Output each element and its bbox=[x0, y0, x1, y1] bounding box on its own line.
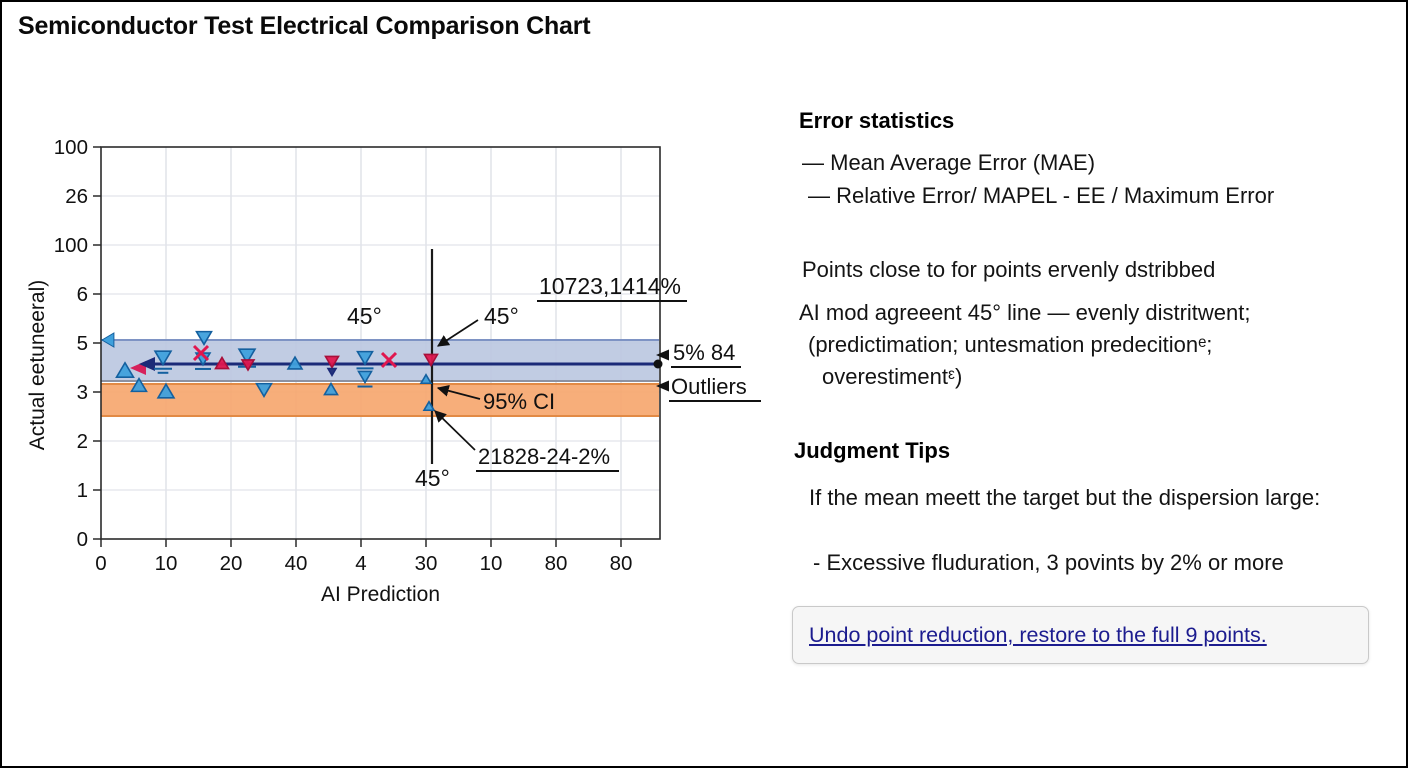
annotation-arrow bbox=[436, 384, 481, 400]
scatter-marker-tri-up bbox=[130, 377, 148, 393]
x-tick-label: 10 bbox=[480, 552, 503, 575]
undo-point-reduction-button[interactable]: Undo point reduction, restore to the ful… bbox=[792, 606, 1369, 664]
error-statistics-heading: Error statistics bbox=[799, 108, 955, 133]
scatter-marker-tri-down bbox=[356, 350, 374, 366]
comparison-chart: 100 26 100 6 5 3 2 1 0 0 10 20 40 4 30 10 80 80 AI Predict… bbox=[2, 2, 772, 766]
page-title: Semiconductor Test Electrical Comparison… bbox=[18, 12, 591, 40]
x-tick-label: 80 bbox=[610, 552, 633, 575]
y-tick-label: 100 bbox=[54, 136, 88, 159]
edge-arrow bbox=[656, 349, 669, 361]
annotation-arrow bbox=[434, 410, 476, 451]
scatter-marker-tri-down bbox=[255, 382, 273, 398]
scatter-marker-tri-down bbox=[326, 367, 338, 377]
scatter-marker-tri-down bbox=[195, 330, 213, 346]
ci-band-orange bbox=[101, 384, 659, 416]
scatter-marker-tri-up bbox=[286, 355, 304, 370]
annotation-label: 5% 84 bbox=[673, 340, 735, 365]
error-statistics-item: — Mean Average Error (MAE) bbox=[802, 150, 1096, 175]
scatter-marker-tri-down bbox=[237, 348, 257, 365]
y-tick-label: 26 bbox=[65, 185, 88, 208]
mean-line-end-dot bbox=[653, 359, 663, 369]
y-tick-label: 3 bbox=[77, 381, 88, 404]
scatter-marker-x bbox=[192, 344, 210, 362]
scatter-marker-tri-up bbox=[422, 400, 436, 412]
right-panel: Error statistics — Mean Average Error (M… bbox=[792, 2, 1392, 766]
x-axis-title: AI Prediction bbox=[321, 583, 440, 606]
scatter-marker-tri-down bbox=[324, 355, 340, 370]
y-tick-label: 6 bbox=[77, 283, 88, 306]
judgment-tips-heading: Judgment Tips bbox=[794, 438, 951, 463]
notes-line: AI mod agreeent 45° line — evenly distri… bbox=[799, 300, 1251, 325]
annotation-label: 10723,1414% bbox=[539, 273, 681, 299]
scatter-marker-tri-down bbox=[423, 353, 439, 368]
scatter-marker-tri-up bbox=[419, 373, 433, 385]
annotation-label: 95% CI bbox=[483, 389, 555, 414]
mean-line-arrowhead bbox=[139, 357, 155, 371]
edge-arrow bbox=[656, 380, 669, 392]
x-tick-label: 40 bbox=[285, 552, 308, 575]
y-axis-title: Actual eetuneeral) bbox=[26, 280, 49, 450]
judgment-tips-line: - Excessive fluduration, 3 povints by 2%… bbox=[813, 550, 1284, 575]
x-tick-label: 20 bbox=[220, 552, 243, 575]
notes-line: Points close to for points ervenly dstri… bbox=[802, 257, 1216, 282]
annotation-label: 45° bbox=[484, 303, 519, 329]
annotation-label: 45° bbox=[347, 303, 382, 329]
annotation-label: 45° bbox=[415, 465, 450, 491]
x-tick-label: 80 bbox=[545, 552, 568, 575]
scatter-marker-x bbox=[380, 351, 398, 369]
notes-line: overestimentᵋ) bbox=[822, 364, 963, 389]
y-tick-label: 2 bbox=[77, 430, 88, 453]
scatter-marker-tri-down bbox=[153, 350, 173, 367]
y-tick-label: 1 bbox=[77, 479, 88, 502]
x-tick-label: 10 bbox=[155, 552, 178, 575]
scatter-marker-tri-up bbox=[323, 381, 339, 396]
annotation-arrow bbox=[437, 319, 479, 347]
y-tick-label: 5 bbox=[77, 332, 88, 355]
annotation-label: 21828-24-2% bbox=[478, 444, 610, 469]
annotation-label: Outliers bbox=[671, 374, 747, 399]
judgment-tips-line: If the mean meett the target but the dis… bbox=[809, 485, 1321, 510]
scatter-marker-tri-down bbox=[357, 370, 373, 385]
scatter-marker-tri-up bbox=[214, 355, 230, 370]
undo-point-reduction-link[interactable]: Undo point reduction, restore to the ful… bbox=[809, 622, 1267, 647]
notes-line: (predictimation; untesmation predecition… bbox=[808, 332, 1213, 357]
y-tick-label: 0 bbox=[77, 528, 88, 551]
scatter-marker-tri-up bbox=[115, 361, 135, 379]
x-tick-label: 4 bbox=[355, 552, 366, 575]
x-tick-label: 30 bbox=[415, 552, 438, 575]
scatter-marker-tri-down bbox=[240, 359, 256, 372]
ci-band-blue bbox=[101, 340, 659, 381]
y-tick-label: 100 bbox=[54, 234, 88, 257]
scatter-marker-arrow bbox=[101, 332, 115, 348]
scatter-marker-tri-up bbox=[156, 382, 176, 399]
error-statistics-item: — Relative Error/ MAPEL - EE / Maximum E… bbox=[808, 183, 1275, 208]
x-tick-label: 0 bbox=[95, 552, 106, 575]
